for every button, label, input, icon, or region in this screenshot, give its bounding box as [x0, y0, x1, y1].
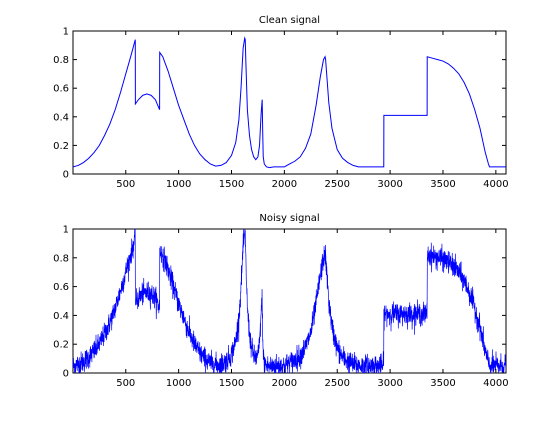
noisy-signal-y-tick-label: 0.2 [53, 340, 69, 351]
noisy-signal-y-tick-label: 0 [63, 369, 69, 380]
noisy-signal-x-tick-label: 1000 [166, 378, 191, 389]
clean-signal-y-tick-label: 0.4 [53, 112, 69, 123]
noisy-signal-y-tick-label: 0.8 [53, 253, 69, 264]
noisy-signal-title: Noisy signal [259, 213, 319, 224]
noisy-signal-y-tick-label: 1 [63, 225, 69, 236]
clean-signal-x-tick-label: 3500 [430, 179, 455, 190]
clean-signal-x-tick-label: 4000 [483, 179, 508, 190]
clean-signal-x-tick-label: 1500 [219, 179, 244, 190]
noisy-signal-axes: Noisy signal 500 1000 1500 2000 2500 3000 3500… [53, 213, 508, 389]
noisy-signal-x-tick-label: 2000 [272, 378, 297, 389]
noisy-signal-x-tick-label: 500 [116, 378, 135, 389]
noisy-signal-series-line [73, 229, 506, 373]
clean-signal-x-tick-label: 1000 [166, 179, 191, 190]
noisy-signal-y-tick-label: 0.4 [53, 311, 69, 322]
clean-signal-series-line [73, 36, 506, 169]
clean-signal-x-tick-label: 3000 [377, 179, 402, 190]
clean-signal-y-tick-label: 0.6 [53, 84, 69, 95]
clean-signal-y-tick-label: 0.8 [53, 55, 69, 66]
noisy-signal-y-tick-label: 0.6 [53, 282, 69, 293]
clean-signal-x-tick-label: 2500 [325, 179, 350, 190]
noisy-signal-x-tick-label: 2500 [325, 378, 350, 389]
noisy-signal-x-tick-label: 3500 [430, 378, 455, 389]
clean-signal-x-tick-label: 500 [116, 179, 135, 190]
clean-signal-x-tick-label: 2000 [272, 179, 297, 190]
clean-signal-axes-frame [72, 30, 507, 175]
clean-signal-y-tick-label: 0 [63, 170, 69, 181]
clean-signal-title: Clean signal [259, 15, 320, 26]
noisy-signal-x-tick-label: 3000 [377, 378, 402, 389]
clean-signal-y-tick-label: 0.2 [53, 141, 69, 152]
clean-signal-axes: Clean signal 500 1000 1500 2000 2500 3000 3500… [53, 15, 508, 190]
clean-signal-y-tick-label: 1 [63, 27, 69, 38]
noisy-signal-x-tick-label: 1500 [219, 378, 244, 389]
noisy-signal-x-tick-label: 4000 [483, 378, 508, 389]
